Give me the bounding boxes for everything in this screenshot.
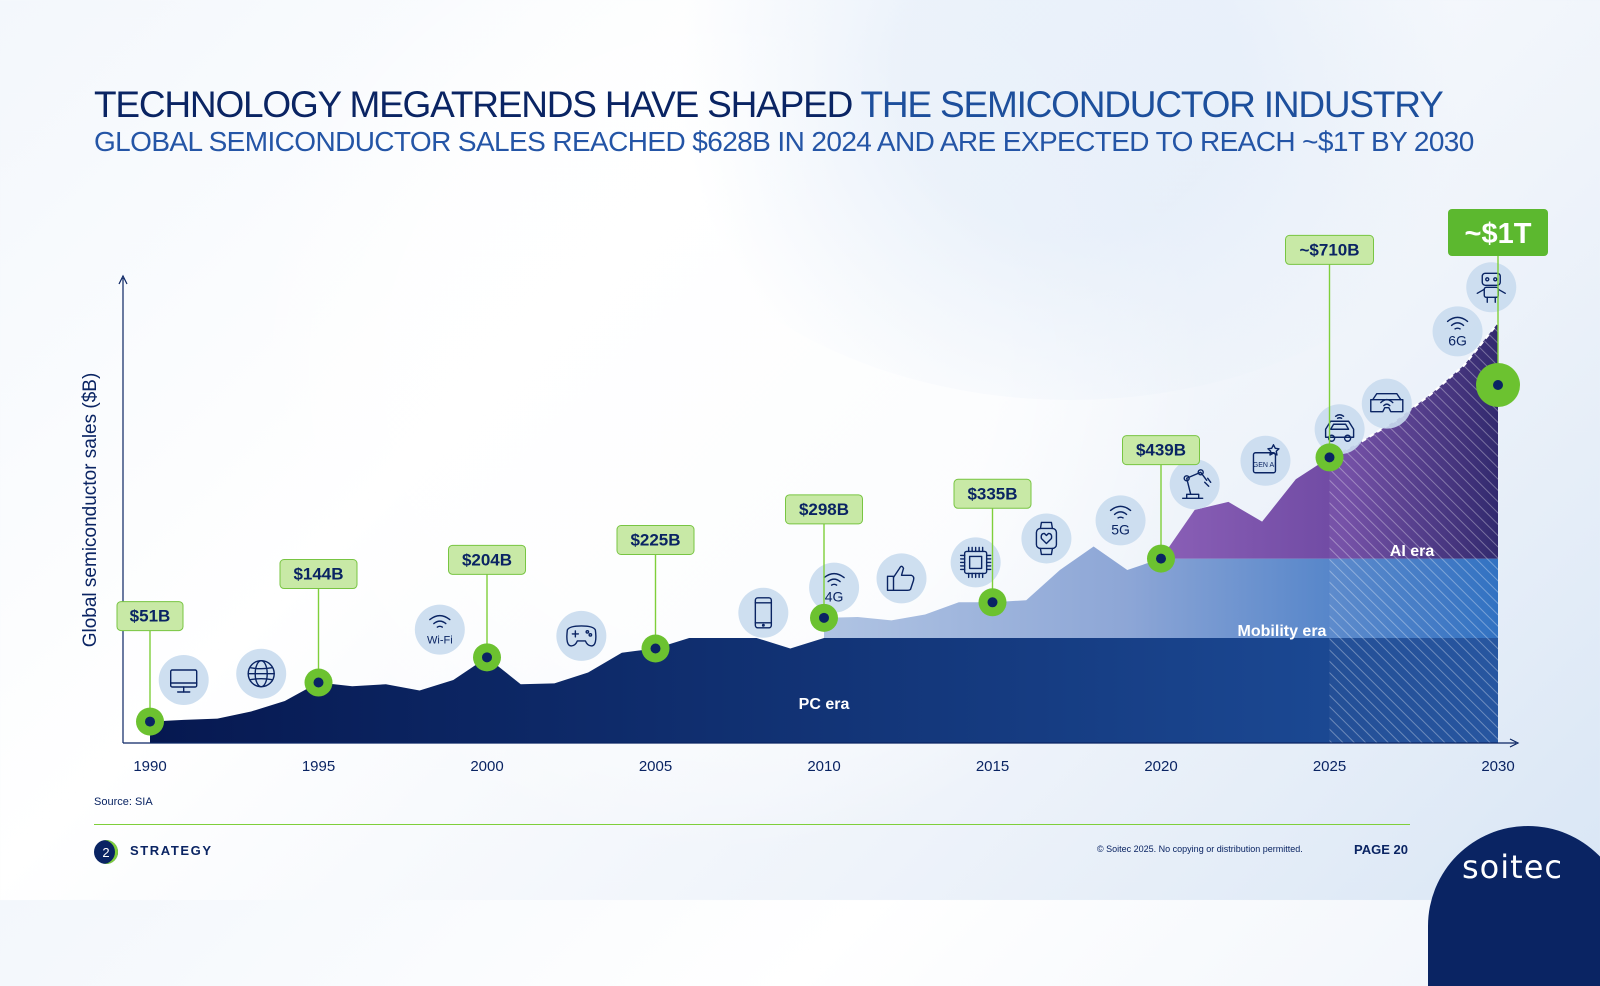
wifi-icon: 4G (809, 562, 860, 613)
title-part-1: TECHNOLOGY MEGATRENDS HAVE SHAPED (94, 84, 861, 125)
x-tick-label: 2030 (1481, 758, 1514, 775)
milestone-dot-center (650, 643, 661, 654)
area-pc-era (150, 638, 1498, 743)
page-title: TECHNOLOGY MEGATRENDS HAVE SHAPED THE SE… (94, 84, 1444, 126)
milestone-label: ~$710B (1299, 240, 1359, 259)
page-number: PAGE 20 (1354, 842, 1408, 857)
x-tick-label: 1990 (133, 758, 166, 775)
y-axis-arrow (118, 274, 128, 285)
title-part-2: THE SEMICONDUCTOR INDUSTRY (860, 84, 1444, 125)
milestone-dot-center (987, 597, 998, 608)
era-label-pc: PC era (799, 696, 850, 713)
desktop-icon (158, 655, 209, 705)
x-tick-label: 1995 (302, 758, 335, 775)
forecast-hatch (1329, 323, 1498, 743)
milestone-label: $439B (1136, 441, 1186, 460)
thumbs-up-icon (876, 553, 927, 604)
gen-ai-icon: GEN AI (1240, 435, 1291, 486)
x-tick-label: 2005 (639, 758, 672, 775)
milestone-label-box (616, 525, 695, 555)
milestone-label-box (785, 494, 863, 525)
era-label-mobility: Mobility era (1238, 623, 1327, 640)
milestone-marker: $51B (116, 601, 184, 736)
milestone-dot-center (1493, 380, 1503, 390)
milestone-label: ~$1T (1465, 218, 1532, 250)
smartwatch-icon (1021, 513, 1072, 564)
milestone-dot-center (313, 677, 324, 688)
milestone-label: $225B (630, 531, 680, 550)
semiconductor-sales-chart: Global semiconductor sales ($B) 1990 1995 2… (80, 209, 1548, 775)
icon-caption: Wi-Fi (427, 635, 453, 647)
x-axis-arrow (1509, 738, 1520, 748)
milestone-marker: $225B (616, 525, 695, 663)
milestone-label-box (279, 559, 358, 590)
milestone-label-box (448, 544, 526, 575)
era-label-ai: AI era (1390, 543, 1435, 560)
milestone-label-box (953, 478, 1032, 509)
milestone-dot-center (1156, 553, 1166, 564)
x-tick-label: 2015 (976, 758, 1009, 775)
source-note: Source: SIA (94, 796, 153, 808)
footer-divider (94, 824, 1410, 825)
milestone-marker: ~$710B (1285, 234, 1374, 472)
milestone-marker: $204B (448, 544, 526, 672)
globe-icon (236, 648, 287, 699)
milestone-marker: $298B (785, 494, 863, 632)
robot-icon (1466, 262, 1517, 313)
wifi-icon: 6G (1432, 306, 1483, 357)
icon-caption: GEN AI (1253, 462, 1276, 469)
wifi-icon: Wi-Fi (414, 604, 465, 655)
y-axis-label: Global semiconductor sales ($B) (80, 373, 101, 648)
milestone-label-box (116, 601, 184, 632)
milestone-label-box (1448, 209, 1548, 256)
milestone-label-box (1285, 234, 1374, 265)
milestone-label: $51B (130, 607, 171, 626)
x-tick-label: 2025 (1313, 758, 1346, 775)
car-icon (1314, 404, 1365, 455)
vr-headset-icon (1361, 378, 1412, 429)
chip-icon (950, 537, 1001, 588)
icon-caption: 4G (825, 589, 844, 605)
x-tick-label: 2020 (1144, 758, 1177, 775)
robot-arm-icon (1169, 459, 1220, 510)
milestone-label: $298B (799, 500, 849, 519)
milestone-dot-center (1324, 452, 1335, 463)
copyright-notice: © Soitec 2025. No copying or distributio… (1097, 844, 1303, 854)
milestone-marker: $144B (279, 559, 358, 697)
milestone-label: $335B (967, 484, 1017, 503)
milestone-label-box (1122, 435, 1200, 466)
smartphone-icon (738, 587, 789, 638)
milestone-dot-center (482, 652, 492, 663)
page-subtitle: GLOBAL SEMICONDUCTOR SALES REACHED $628B… (94, 126, 1474, 157)
milestone-dot-center (819, 612, 829, 623)
milestone-label: $204B (462, 550, 512, 569)
milestone-label: $144B (293, 565, 343, 584)
gamepad-icon (556, 610, 607, 661)
section-number-badge: 2 (94, 840, 118, 864)
milestone-marker: $439B (1122, 435, 1200, 573)
milestone-dot-center (145, 716, 155, 727)
milestone-marker: $335B (953, 478, 1032, 617)
x-tick-label: 2010 (807, 758, 840, 775)
milestone-marker: ~$1T (1448, 209, 1548, 407)
x-tick-label: 2000 (470, 758, 503, 775)
section-label: STRATEGY (130, 843, 213, 858)
soitec-logo: soitec (1462, 848, 1563, 886)
icon-caption: 6G (1448, 332, 1467, 348)
icon-caption: 5G (1111, 521, 1130, 537)
wifi-icon: 5G (1095, 495, 1146, 546)
